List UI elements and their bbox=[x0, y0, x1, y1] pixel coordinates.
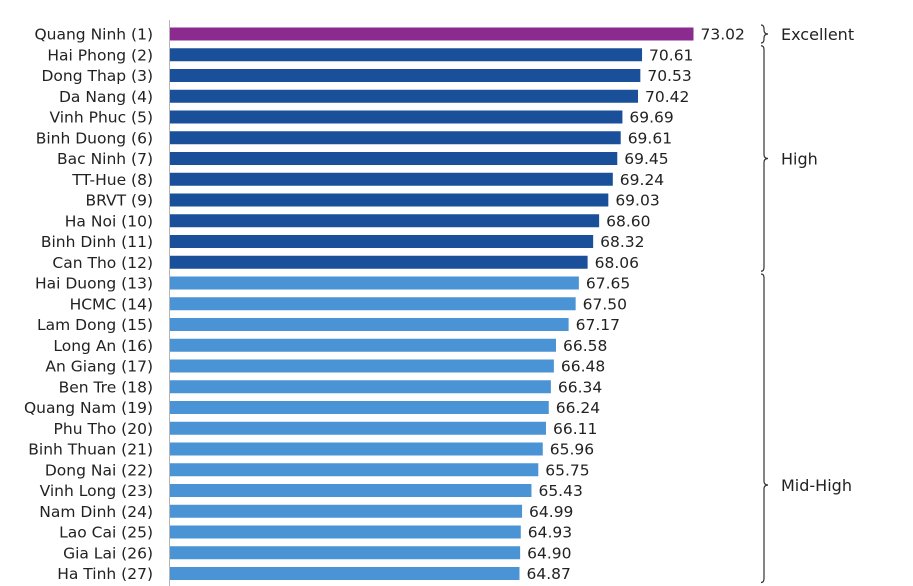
bar bbox=[170, 69, 641, 82]
category-label: Ha Noi (10) bbox=[65, 212, 153, 230]
bar bbox=[170, 214, 600, 228]
bar bbox=[170, 89, 638, 103]
tier-brackets-group: Excellent High Mid-High bbox=[760, 24, 854, 584]
value-label: 69.45 bbox=[624, 150, 668, 168]
category-label: Ha Tinh (27) bbox=[57, 565, 153, 583]
value-label: 64.99 bbox=[529, 503, 573, 521]
category-label: Nam Dinh (24) bbox=[39, 503, 153, 521]
value-label: 64.87 bbox=[527, 565, 571, 583]
bar bbox=[170, 172, 613, 186]
tier-label: Excellent bbox=[781, 25, 854, 44]
category-label: Binh Thuan (21) bbox=[28, 441, 153, 459]
value-label: 69.69 bbox=[629, 109, 673, 127]
category-label: Binh Duong (6) bbox=[36, 129, 153, 147]
category-label: Dong Nai (22) bbox=[45, 461, 153, 479]
bar bbox=[170, 359, 554, 373]
value-label: 66.58 bbox=[563, 337, 607, 355]
value-label: 69.03 bbox=[615, 192, 659, 210]
value-label: 67.65 bbox=[586, 275, 630, 293]
category-label: Bac Ninh (7) bbox=[57, 150, 153, 168]
value-label: 69.24 bbox=[620, 171, 664, 189]
tier-bracket bbox=[760, 273, 769, 584]
value-label: 66.11 bbox=[553, 420, 597, 438]
category-label: Vinh Phuc (5) bbox=[49, 109, 153, 127]
bar bbox=[170, 235, 594, 248]
value-label: 65.75 bbox=[545, 461, 589, 479]
value-label: 65.96 bbox=[550, 441, 594, 459]
value-label: 68.06 bbox=[595, 254, 639, 272]
value-labels-group: 73.02 70.61 70.53 70.42 69.69 69.61 69.45 69.24… bbox=[527, 26, 745, 584]
bar bbox=[170, 131, 621, 145]
bar bbox=[170, 338, 557, 352]
bar bbox=[170, 255, 588, 269]
value-label: 67.50 bbox=[583, 295, 627, 313]
bar bbox=[170, 463, 539, 477]
category-label: An Giang (17) bbox=[45, 358, 153, 376]
bar bbox=[170, 442, 543, 456]
bar bbox=[170, 421, 546, 435]
value-label: 66.24 bbox=[556, 399, 600, 417]
category-label: Phu Tho (20) bbox=[54, 420, 153, 438]
value-label: 70.53 bbox=[647, 67, 691, 85]
category-label: Ben Tre (18) bbox=[59, 378, 153, 396]
value-label: 68.60 bbox=[606, 212, 650, 230]
category-labels-group: Quang Ninh (1) Hai Phong (2) Dong Thap (3)… bbox=[24, 26, 153, 584]
category-label: Dong Thap (3) bbox=[41, 67, 153, 85]
category-label: Quang Nam (19) bbox=[24, 399, 153, 417]
category-label: Hai Phong (2) bbox=[47, 46, 153, 64]
bar bbox=[170, 484, 532, 497]
tier-bracket bbox=[760, 24, 769, 44]
value-label: 66.34 bbox=[558, 378, 602, 396]
category-label: Lao Cai (25) bbox=[59, 524, 153, 542]
bar bbox=[170, 27, 694, 41]
bar bbox=[170, 504, 523, 518]
value-label: 69.61 bbox=[628, 129, 672, 147]
value-label: 73.02 bbox=[701, 26, 745, 44]
category-label: Hai Duong (13) bbox=[35, 275, 153, 293]
category-label: Vinh Long (23) bbox=[40, 482, 153, 500]
bar bbox=[170, 152, 618, 165]
bar bbox=[170, 380, 551, 394]
bar bbox=[170, 546, 521, 560]
category-label: Quang Ninh (1) bbox=[34, 26, 153, 44]
value-label: 67.17 bbox=[576, 316, 620, 334]
category-label: TT-Hue (8) bbox=[71, 171, 153, 189]
tier-label: High bbox=[781, 150, 818, 169]
value-label: 65.43 bbox=[538, 482, 582, 500]
category-label: Long An (16) bbox=[53, 337, 153, 355]
bar bbox=[170, 193, 609, 207]
bar bbox=[170, 567, 520, 580]
value-label: 64.90 bbox=[527, 544, 571, 562]
bar bbox=[170, 48, 643, 62]
value-label: 68.32 bbox=[600, 233, 644, 251]
category-label: Gia Lai (26) bbox=[63, 544, 153, 562]
value-label: 66.48 bbox=[561, 358, 605, 376]
tier-label: Mid-High bbox=[781, 476, 852, 495]
bar bbox=[170, 297, 576, 311]
category-label: Lam Dong (15) bbox=[37, 316, 153, 334]
bar bbox=[170, 110, 623, 124]
bar bbox=[170, 525, 521, 539]
value-label: 70.61 bbox=[649, 46, 693, 64]
category-label: HCMC (14) bbox=[70, 295, 153, 313]
category-label: BRVT (9) bbox=[85, 192, 153, 210]
category-label: Binh Dinh (11) bbox=[41, 233, 153, 251]
bar bbox=[170, 276, 579, 290]
value-label: 70.42 bbox=[645, 88, 689, 106]
value-label: 64.93 bbox=[528, 524, 572, 542]
bar bbox=[170, 401, 549, 414]
category-label: Da Nang (4) bbox=[59, 88, 153, 106]
category-label: Can Tho (12) bbox=[52, 254, 153, 272]
bars-group bbox=[170, 27, 694, 580]
bar bbox=[170, 318, 569, 331]
tier-bracket bbox=[760, 45, 769, 272]
